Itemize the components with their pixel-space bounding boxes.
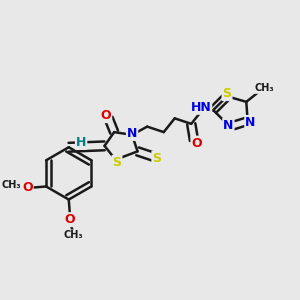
Text: S: S — [112, 156, 122, 169]
Text: S: S — [152, 152, 161, 165]
Text: O: O — [65, 213, 75, 226]
Text: N: N — [223, 119, 234, 132]
Text: O: O — [100, 109, 111, 122]
Text: O: O — [22, 181, 33, 194]
Text: O: O — [191, 136, 202, 150]
Text: CH₃: CH₃ — [1, 180, 21, 190]
Text: S: S — [223, 87, 232, 100]
Text: N: N — [127, 127, 137, 140]
Text: N: N — [245, 116, 256, 129]
Text: CH₃: CH₃ — [254, 83, 274, 93]
Text: CH₃: CH₃ — [64, 230, 83, 240]
Text: H: H — [76, 136, 86, 149]
Text: HN: HN — [190, 101, 211, 114]
